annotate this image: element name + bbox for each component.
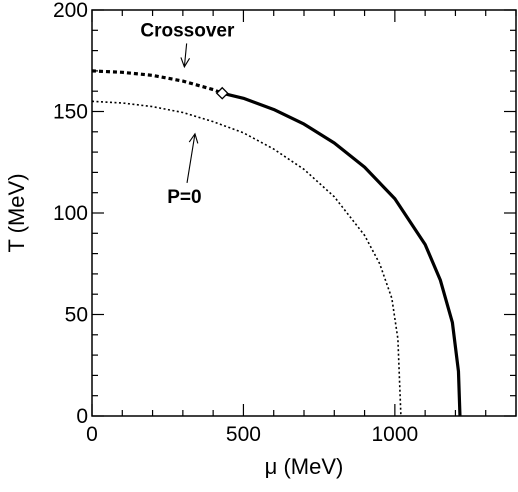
y-tick-label: 200 bbox=[53, 0, 88, 22]
marker-layer bbox=[215, 86, 229, 100]
annotation-arrowhead bbox=[180, 57, 191, 69]
x-tick-label: 1000 bbox=[371, 423, 418, 446]
y-tick-label: 100 bbox=[53, 202, 88, 225]
annotation-label: P=0 bbox=[167, 187, 201, 208]
x-tick-label: 500 bbox=[226, 423, 261, 446]
annotation-arrow bbox=[186, 133, 196, 183]
axis-tick-labels: 0 500 1000 0 50 100 150 200 bbox=[53, 0, 418, 446]
curves bbox=[91, 69, 462, 417]
annotation-arrow bbox=[183, 43, 188, 67]
curve-thin-dotted bbox=[91, 100, 402, 417]
annotations: Crossover P=0 bbox=[140, 20, 235, 207]
x-tick-label: 0 bbox=[86, 423, 98, 446]
y-axis-title: T (MeV) bbox=[4, 173, 29, 252]
endpoint-diamond-marker bbox=[215, 86, 229, 100]
x-axis-title: μ (MeV) bbox=[265, 454, 344, 479]
y-tick-label: 0 bbox=[76, 405, 88, 428]
curve-thick-dashed bbox=[91, 69, 223, 95]
plot-frame bbox=[91, 9, 517, 417]
curve-thick-solid bbox=[221, 91, 462, 417]
y-tick-label: 50 bbox=[65, 304, 88, 327]
y-tick-label: 150 bbox=[53, 101, 88, 124]
axis-ticks bbox=[91, 9, 517, 417]
annotation-arrowhead bbox=[188, 132, 199, 144]
annotation-label: Crossover bbox=[140, 20, 235, 41]
